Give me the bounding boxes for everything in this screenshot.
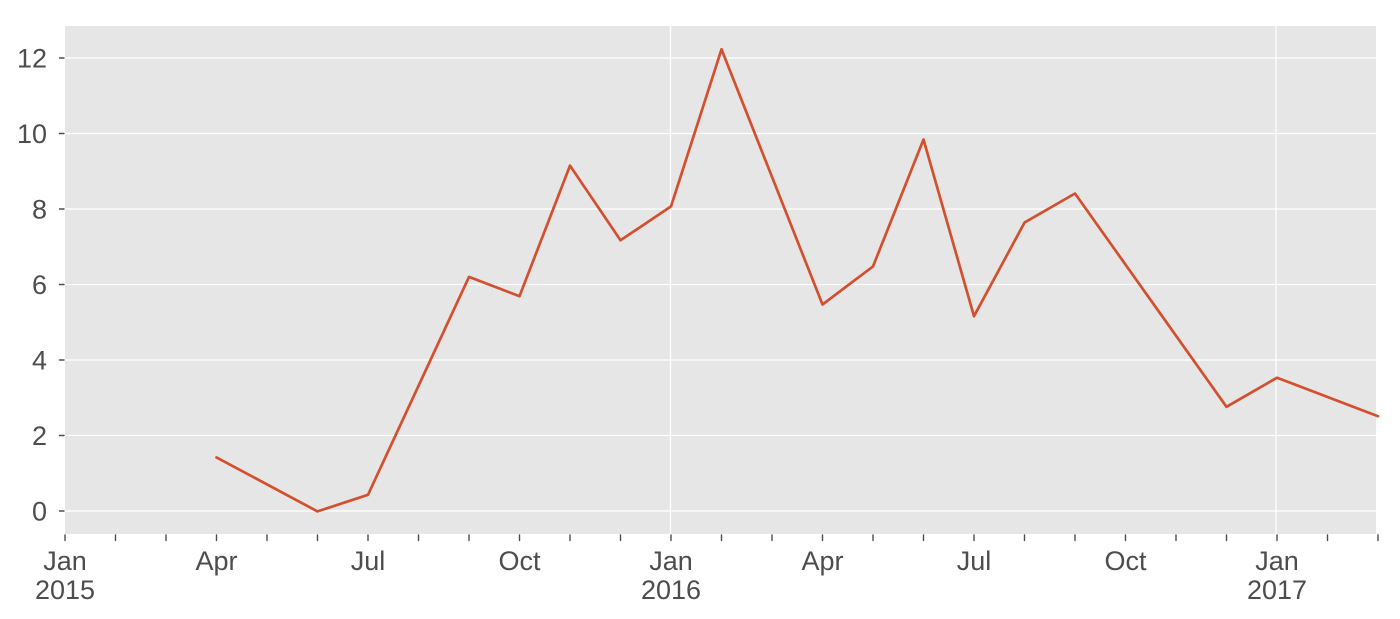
svg-text:2016: 2016 bbox=[641, 575, 701, 605]
svg-text:Oct: Oct bbox=[1104, 546, 1147, 576]
svg-text:8: 8 bbox=[32, 195, 47, 225]
svg-text:Jul: Jul bbox=[351, 546, 386, 576]
svg-text:Jul: Jul bbox=[957, 546, 992, 576]
svg-text:0: 0 bbox=[32, 497, 47, 527]
svg-text:Apr: Apr bbox=[801, 546, 843, 576]
svg-text:Jan: Jan bbox=[1255, 546, 1299, 576]
svg-text:Oct: Oct bbox=[498, 546, 541, 576]
svg-text:12: 12 bbox=[17, 44, 47, 74]
svg-text:Jan: Jan bbox=[43, 546, 87, 576]
svg-text:2015: 2015 bbox=[35, 575, 95, 605]
svg-text:2: 2 bbox=[32, 421, 47, 451]
svg-text:10: 10 bbox=[17, 119, 47, 149]
svg-text:Apr: Apr bbox=[195, 546, 237, 576]
svg-text:Jan: Jan bbox=[649, 546, 693, 576]
svg-text:6: 6 bbox=[32, 270, 47, 300]
svg-text:4: 4 bbox=[32, 346, 47, 376]
svg-text:2017: 2017 bbox=[1247, 575, 1307, 605]
